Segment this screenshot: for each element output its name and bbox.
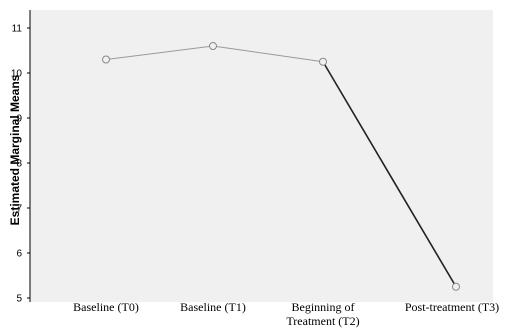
data-point-marker — [452, 282, 460, 291]
x-category-label: Baseline (T1) — [180, 300, 246, 314]
plot-area — [30, 10, 493, 302]
y-axis-ticks: 11 10 9 8 7 6 5 — [11, 24, 30, 305]
x-category-label: Baseline (T0) — [73, 300, 139, 314]
data-point-marker — [102, 55, 110, 64]
series-line-segment — [322, 61, 457, 288]
data-point-marker — [319, 57, 327, 66]
y-tick-label: 5 — [16, 294, 22, 305]
y-tick-label: 9 — [16, 114, 22, 125]
y-tick-label: 7 — [16, 204, 22, 215]
y-tick-label: 10 — [11, 69, 23, 80]
series-lines — [105, 45, 457, 288]
y-tick-label: 8 — [16, 159, 22, 170]
y-tick-label: 11 — [12, 24, 23, 35]
x-axis-labels: Baseline (T0) Baseline (T1) Beginning of Tr… — [73, 300, 499, 328]
y-axis-title: Estimated Marginal Means — [8, 74, 22, 225]
y-tick-label: 6 — [16, 249, 22, 260]
data-point-marker — [209, 42, 217, 50]
series-line-segment — [212, 45, 324, 63]
series-line-segment — [105, 45, 214, 60]
x-category-label: Post-treatment (T3) — [405, 300, 499, 314]
series-points — [102, 42, 460, 291]
x-category-label: Beginning of Treatment (T2) — [286, 300, 359, 328]
